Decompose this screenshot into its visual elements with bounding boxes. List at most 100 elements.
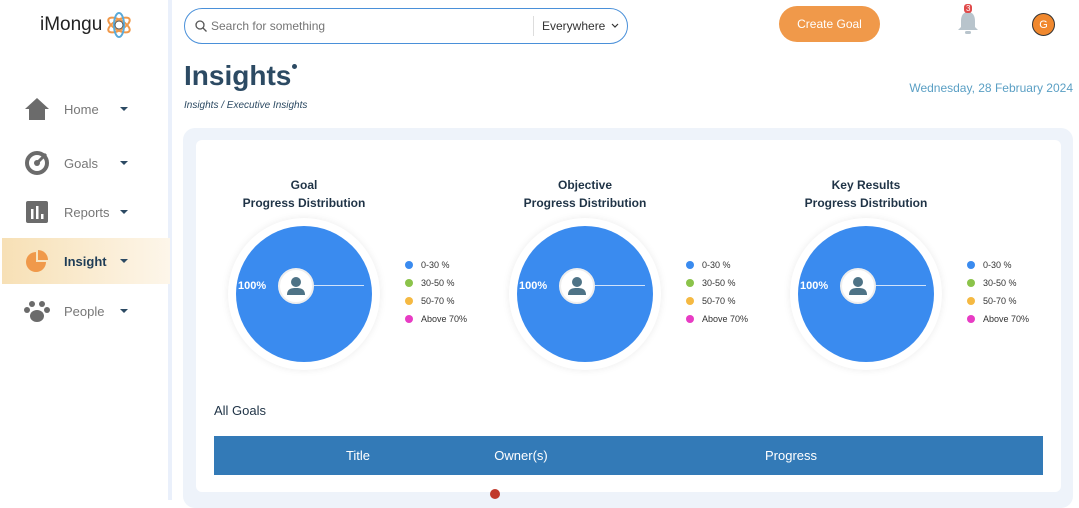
pie-chart: 100% xyxy=(228,218,380,370)
sidebar-item-reports[interactable]: Reports xyxy=(2,189,170,235)
search-input[interactable] xyxy=(211,19,521,33)
sidebar-item-label: Insight xyxy=(64,253,107,269)
legend-label: Above 70% xyxy=(702,314,749,324)
search-scope-label: Everywhere xyxy=(542,19,606,33)
legend-item[interactable]: 0-30 % xyxy=(967,256,1029,274)
search-bar: Everywhere xyxy=(184,8,628,44)
legend-label: 50-70 % xyxy=(983,296,1017,306)
legend-swatch xyxy=(686,297,694,305)
caret-down-icon[interactable] xyxy=(120,161,128,165)
slice-divider xyxy=(304,285,364,286)
legend-item[interactable]: 0-30 % xyxy=(405,256,467,274)
legend-swatch xyxy=(686,261,694,269)
legend-item[interactable]: 50-70 % xyxy=(405,292,467,310)
chart-title-line1: Key Results xyxy=(831,178,901,192)
legend-label: 30-50 % xyxy=(702,278,736,288)
column-owners[interactable]: Owner(s) xyxy=(494,448,548,463)
user-icon xyxy=(278,268,314,304)
caret-down-icon[interactable] xyxy=(120,309,128,313)
column-progress[interactable]: Progress xyxy=(764,448,818,463)
legend-swatch xyxy=(686,315,694,323)
search-scope-dropdown[interactable]: Everywhere xyxy=(533,16,619,36)
status-dot xyxy=(292,64,297,69)
sidebar-item-label: People xyxy=(64,303,105,319)
slice-divider xyxy=(585,285,645,286)
legend-label: 0-30 % xyxy=(421,260,450,270)
legend-item[interactable]: Above 70% xyxy=(686,310,748,328)
legend-label: 30-50 % xyxy=(983,278,1017,288)
legend-item[interactable]: 30-50 % xyxy=(686,274,748,292)
target-icon xyxy=(24,150,50,176)
legend-swatch xyxy=(967,297,975,305)
current-date: Wednesday, 28 February 2024 xyxy=(909,81,1073,95)
legend-swatch xyxy=(405,297,413,305)
user-avatar[interactable]: G xyxy=(1032,13,1055,36)
slice-divider xyxy=(866,285,926,286)
owner-avatar xyxy=(490,489,500,499)
logo[interactable]: iMongu xyxy=(40,12,132,38)
chevron-down-icon xyxy=(611,23,619,28)
legend-label: Above 70% xyxy=(421,314,468,324)
chart-title: Key Results Progress Distribution xyxy=(766,176,966,212)
legend-swatch xyxy=(686,279,694,287)
people-icon xyxy=(24,298,50,324)
legend-label: 50-70 % xyxy=(702,296,736,306)
sidebar-item-home[interactable]: Home xyxy=(2,86,170,132)
search-icon xyxy=(195,20,207,32)
home-icon xyxy=(24,96,50,122)
legend-label: 50-70 % xyxy=(421,296,455,306)
pie-chart: 100% xyxy=(790,218,942,370)
legend-item[interactable]: 50-70 % xyxy=(686,292,748,310)
user-icon xyxy=(840,268,876,304)
legend-swatch xyxy=(967,315,975,323)
legend-item[interactable]: 0-30 % xyxy=(686,256,748,274)
legend-swatch xyxy=(405,315,413,323)
legend-label: 30-50 % xyxy=(421,278,455,288)
atom-logo-icon xyxy=(107,12,132,38)
legend-swatch xyxy=(967,261,975,269)
user-icon xyxy=(559,268,595,304)
bar-chart-icon xyxy=(24,199,50,225)
sidebar-item-people[interactable]: People xyxy=(2,288,170,334)
chart-title-line2: Progress Distribution xyxy=(242,196,366,210)
caret-down-icon[interactable] xyxy=(120,107,128,111)
notifications-button[interactable]: 3 xyxy=(956,4,980,41)
sidebar-item-label: Home xyxy=(64,101,99,117)
legend-swatch xyxy=(405,279,413,287)
caret-down-icon[interactable] xyxy=(120,259,128,263)
pie-chart-icon xyxy=(24,248,50,274)
legend-swatch xyxy=(405,261,413,269)
legend-label: Above 70% xyxy=(983,314,1030,324)
create-goal-button[interactable]: Create Goal xyxy=(779,6,880,42)
chart-title: Objective Progress Distribution xyxy=(485,176,685,212)
sidebar: iMongu Home Goals Reports Insight People xyxy=(0,0,172,500)
pie-chart: 100% xyxy=(509,218,661,370)
pie-data-label: 100% xyxy=(519,280,548,292)
legend-item[interactable]: Above 70% xyxy=(967,310,1029,328)
legend-item[interactable]: 50-70 % xyxy=(967,292,1029,310)
notification-count-badge: 3 xyxy=(964,4,973,13)
chart-legend: 0-30 % 30-50 % 50-70 % Above 70% xyxy=(686,256,748,328)
chart-legend: 0-30 % 30-50 % 50-70 % Above 70% xyxy=(405,256,467,328)
bell-icon xyxy=(958,12,978,34)
logo-text: iMongu xyxy=(40,14,103,35)
pie-data-label: 100% xyxy=(800,280,829,292)
goals-table-header: Title Owner(s) Progress xyxy=(214,436,1043,475)
legend-item[interactable]: 30-50 % xyxy=(405,274,467,292)
sidebar-item-goals[interactable]: Goals xyxy=(2,140,170,186)
chart-title-line2: Progress Distribution xyxy=(804,196,928,210)
pie-data-label: 100% xyxy=(238,280,267,292)
chart-title-line1: Goal xyxy=(290,178,318,192)
chart-title: Goal Progress Distribution xyxy=(204,176,404,212)
column-title[interactable]: Title xyxy=(345,448,371,463)
legend-item[interactable]: Above 70% xyxy=(405,310,467,328)
chart-title-line1: Objective xyxy=(557,178,613,192)
page-title: Insights xyxy=(184,60,292,91)
caret-down-icon[interactable] xyxy=(120,210,128,214)
sidebar-item-insight[interactable]: Insight xyxy=(2,238,170,284)
legend-swatch xyxy=(967,279,975,287)
chart-legend: 0-30 % 30-50 % 50-70 % Above 70% xyxy=(967,256,1029,328)
legend-label: 0-30 % xyxy=(983,260,1012,270)
chart-title-line2: Progress Distribution xyxy=(523,196,647,210)
legend-item[interactable]: 30-50 % xyxy=(967,274,1029,292)
